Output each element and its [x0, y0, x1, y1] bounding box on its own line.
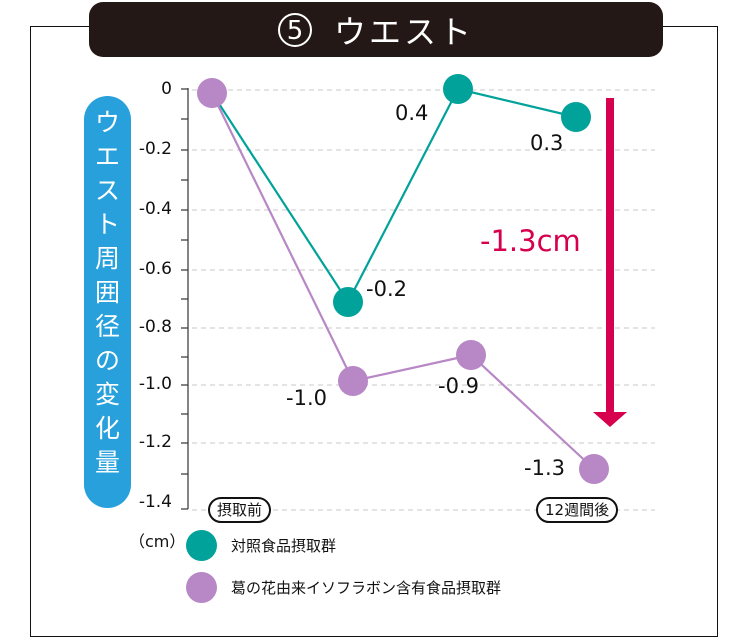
x-badge-end: 12週間後 — [536, 497, 619, 523]
down-arrow-icon — [593, 98, 627, 427]
control-series-points — [333, 74, 591, 317]
y-label-char: 径 — [94, 312, 120, 341]
x-badge-start: 摂取前 — [208, 497, 272, 523]
y-label-char: 量 — [94, 448, 120, 477]
y-label-char: ト — [94, 210, 120, 239]
y-tick-label: -0.2 — [138, 139, 172, 159]
y-tick-label: -0.8 — [138, 317, 172, 337]
y-tick-label: 0 — [161, 79, 172, 99]
control-series-line — [211, 87, 577, 305]
data-label-control: 0.4 — [395, 101, 429, 125]
y-label-char: ウ — [94, 108, 120, 137]
data-label-test: -1.3 — [524, 456, 565, 480]
y-axis — [181, 88, 189, 510]
chart-title: 5 ウエスト — [89, 2, 663, 57]
legend-item-control: 対照食品摂取群 — [186, 530, 336, 561]
y-tick-label: -0.6 — [138, 259, 172, 279]
gridlines — [192, 89, 655, 511]
legend-item-test: 葛の花由来イソフラボン含有食品摂取群 — [186, 572, 501, 603]
y-tick-label: -1.2 — [138, 432, 172, 452]
y-label-char: エ — [94, 142, 120, 171]
test-series-points — [197, 78, 609, 484]
y-label-char: 変 — [94, 380, 120, 409]
data-label-control: -0.2 — [366, 277, 407, 301]
legend-label: 対照食品摂取群 — [231, 537, 337, 555]
y-label-char: 囲 — [94, 278, 120, 307]
y-tick-label: -0.4 — [138, 199, 172, 219]
title-text: ウエスト — [333, 12, 474, 51]
circled-number: 5 — [277, 12, 312, 47]
data-label-test: -1.0 — [286, 386, 327, 410]
data-label-test: -0.9 — [438, 374, 479, 398]
y-axis-label: ウ エ ス ト 周 囲 径 の 変 化 量 — [84, 96, 131, 508]
y-label-char: ス — [94, 176, 120, 205]
legend-label: 葛の花由来イソフラボン含有食品摂取群 — [231, 579, 502, 597]
y-label-char: 周 — [94, 244, 120, 273]
legend-swatch-control — [186, 530, 217, 561]
y-label-char: の — [94, 346, 120, 375]
y-tick-label: -1.0 — [138, 374, 172, 394]
delta-annotation: -1.3cm — [480, 224, 581, 258]
test-series-line — [211, 92, 595, 470]
data-label-control: 0.3 — [530, 131, 564, 155]
y-label-char: 化 — [94, 414, 120, 443]
legend-swatch-test — [186, 572, 217, 603]
y-tick-label: -1.4 — [138, 492, 172, 512]
unit-label: （cm） — [129, 532, 186, 551]
